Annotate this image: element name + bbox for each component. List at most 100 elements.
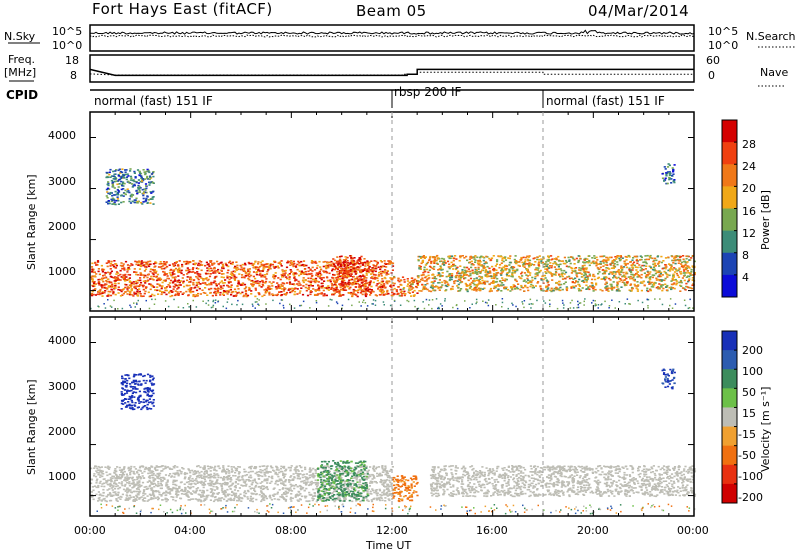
data-cell: [366, 268, 369, 271]
data-cell: [174, 473, 177, 476]
data-cell: [257, 292, 260, 294]
data-cell: [588, 273, 591, 276]
data-cell: [264, 274, 267, 276]
data-cell: [112, 175, 115, 177]
data-cell: [634, 274, 637, 276]
data-cell: [516, 287, 520, 290]
data-cell: [691, 277, 694, 279]
data-cell: [470, 257, 473, 259]
data-cell: [356, 276, 359, 278]
data-cell: [357, 286, 360, 288]
data-cell: [143, 500, 146, 502]
data-cell: [342, 485, 345, 488]
data-cell: [606, 287, 609, 290]
data-cell: [493, 285, 496, 288]
data-cell: [434, 286, 437, 288]
data-cell: [276, 265, 279, 268]
data-cell: [558, 274, 561, 276]
data-cell: [305, 264, 308, 267]
data-cell: [459, 278, 462, 280]
data-cell: [616, 286, 619, 288]
data-cell: [619, 278, 622, 280]
data-cell: [489, 270, 492, 272]
data-cell: [622, 275, 625, 277]
data-cell: [657, 271, 660, 274]
data-cell: [241, 303, 244, 306]
data-cell: [303, 273, 306, 275]
data-cell: [241, 268, 244, 270]
data-cell: [597, 307, 599, 309]
data-cell: [365, 277, 368, 279]
data-cell: [605, 267, 608, 269]
data-cell: [540, 289, 543, 292]
data-cell: [115, 193, 118, 196]
data-cell: [300, 480, 303, 483]
data-cell: [149, 176, 152, 179]
data-cell: [127, 267, 130, 269]
data-cell: [541, 261, 545, 264]
data-cell: [633, 264, 636, 267]
data-cell: [323, 293, 326, 295]
data-cell: [298, 494, 301, 496]
data-cell: [119, 477, 122, 480]
data-cell: [231, 263, 234, 265]
data-cell: [441, 263, 444, 265]
data-cell: [111, 283, 114, 286]
data-cell: [230, 262, 233, 265]
data-cell: [496, 260, 499, 263]
data-cell: [584, 274, 587, 276]
data-cell: [368, 290, 371, 293]
data-cell: [501, 277, 504, 279]
data-cell: [258, 493, 261, 496]
data-cell: [601, 260, 604, 262]
data-cell: [99, 474, 102, 476]
data-cell: [363, 285, 366, 287]
data-cell: [255, 273, 258, 276]
data-cell: [672, 274, 675, 276]
data-cell: [552, 273, 555, 276]
data-cell: [142, 280, 145, 283]
data-cell: [581, 275, 584, 278]
data-cell: [213, 291, 216, 294]
data-cell: [131, 264, 134, 266]
data-cell: [370, 285, 373, 288]
data-cell: [591, 282, 594, 285]
data-cell: [349, 269, 352, 271]
data-cell: [229, 281, 232, 283]
data-cell: [145, 468, 148, 470]
data-cell: [293, 279, 297, 282]
data-cell: [121, 307, 124, 310]
data-cell: [514, 255, 517, 257]
data-cell: [558, 289, 561, 292]
data-cell: [303, 264, 306, 266]
data-cell: [128, 489, 131, 492]
data-cell: [119, 279, 122, 281]
data-cell: [409, 289, 412, 291]
data-cell: [388, 280, 391, 282]
data-cell: [133, 302, 135, 304]
data-cell: [285, 492, 288, 495]
data-cell: [222, 264, 225, 267]
data-cell: [479, 256, 482, 258]
data-cell: [285, 266, 289, 269]
data-cell: [100, 494, 103, 497]
data-cell: [339, 265, 342, 268]
data-cell: [206, 294, 209, 296]
data-cell: [374, 274, 377, 276]
data-cell: [643, 284, 646, 286]
data-cell: [682, 272, 685, 274]
data-cell: [339, 267, 342, 270]
data-cell: [317, 288, 320, 291]
data-cell: [250, 280, 253, 282]
data-cell: [251, 279, 254, 282]
data-cell: [686, 286, 689, 288]
data-cell: [110, 200, 113, 203]
data-cell: [343, 497, 346, 500]
data-cell: [599, 260, 602, 263]
data-cell: [376, 475, 379, 477]
data-cell: [110, 198, 113, 201]
data-cell: [612, 262, 615, 264]
data-cell: [276, 287, 279, 289]
data-cell: [212, 272, 215, 274]
data-cell: [616, 290, 619, 292]
